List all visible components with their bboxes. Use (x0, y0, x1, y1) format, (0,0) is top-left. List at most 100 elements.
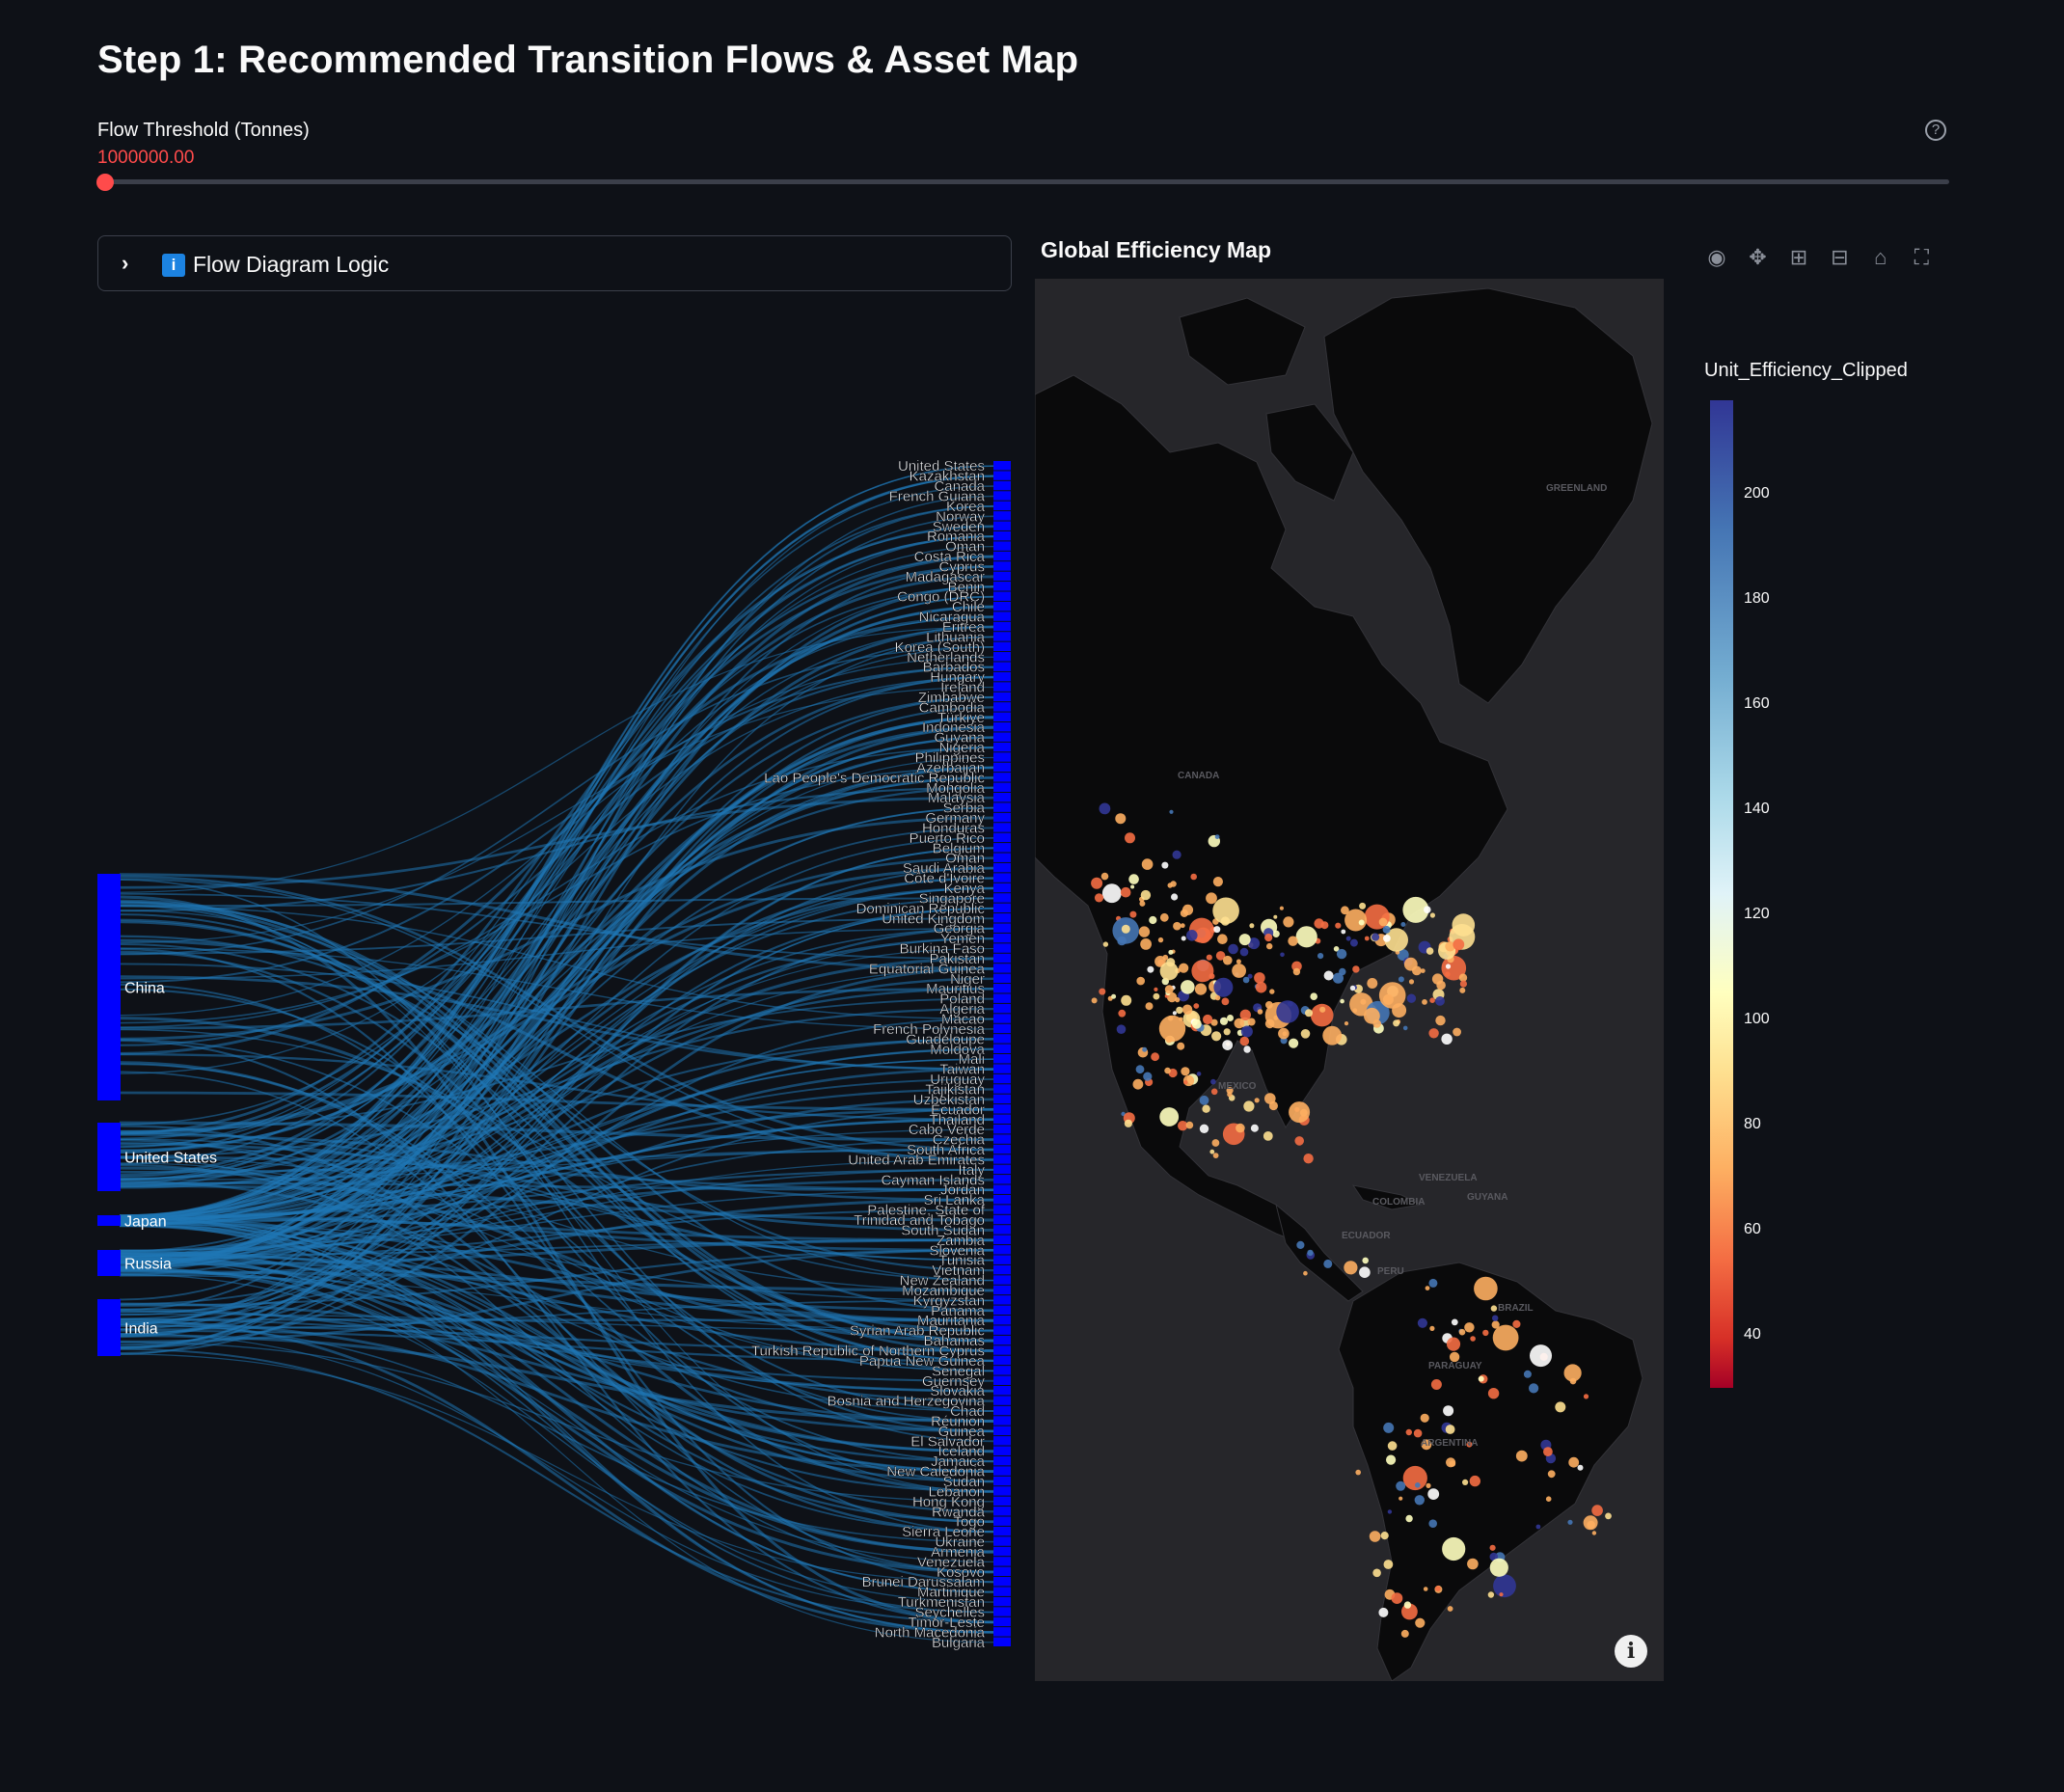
map-point[interactable] (1415, 1482, 1421, 1488)
sankey-target-node[interactable] (993, 521, 1011, 530)
map-point[interactable] (1487, 1591, 1495, 1598)
map-point[interactable] (1121, 994, 1132, 1006)
map-point[interactable] (1512, 1319, 1521, 1328)
map-point[interactable] (1217, 934, 1228, 944)
sankey-target-node[interactable] (993, 501, 1011, 511)
map-point[interactable] (1222, 1040, 1234, 1050)
map-point[interactable] (1303, 1270, 1308, 1276)
map-point[interactable] (1333, 946, 1340, 952)
map-point[interactable] (1171, 893, 1179, 901)
map-point[interactable] (1451, 1318, 1458, 1326)
sankey-source-node[interactable] (97, 1299, 121, 1356)
map-point[interactable] (1568, 1456, 1580, 1468)
sankey-target-node[interactable] (993, 1073, 1011, 1084)
sankey-target-node[interactable] (993, 1104, 1011, 1114)
map-point[interactable] (1288, 936, 1298, 946)
map-point[interactable] (1140, 889, 1152, 901)
sankey-source-node[interactable] (97, 1215, 121, 1226)
map-point[interactable] (1094, 893, 1104, 903)
map-point[interactable] (1157, 937, 1164, 943)
map-point[interactable] (1179, 963, 1189, 973)
map-point[interactable] (1402, 1465, 1427, 1491)
sankey-target-node[interactable] (993, 1054, 1011, 1064)
sankey-target-node[interactable] (993, 1335, 1011, 1345)
sankey-target-node[interactable] (993, 571, 1011, 582)
sankey-target-node[interactable] (993, 1516, 1011, 1526)
sankey-target-node[interactable] (993, 1627, 1011, 1637)
map-point[interactable] (1430, 1379, 1442, 1390)
sankey-target-node[interactable] (993, 1355, 1011, 1366)
sankey-target-node[interactable] (993, 893, 1011, 903)
map-point[interactable] (1577, 1464, 1584, 1471)
sankey-target-node[interactable] (993, 732, 1011, 742)
map-point[interactable] (1296, 1240, 1305, 1249)
map-point[interactable] (1300, 1029, 1311, 1039)
sankey-target-node[interactable] (993, 782, 1011, 792)
map-point[interactable] (1221, 997, 1230, 1006)
map-point[interactable] (1279, 906, 1284, 910)
map-point[interactable] (1492, 1315, 1499, 1321)
map-point[interactable] (1384, 928, 1408, 952)
map-point[interactable] (1323, 970, 1334, 981)
map-point[interactable] (1238, 934, 1251, 946)
map-point[interactable] (1464, 1322, 1475, 1333)
map-point[interactable] (1130, 884, 1135, 889)
map-point[interactable] (1121, 924, 1130, 934)
sankey-target-node[interactable] (993, 1175, 1011, 1184)
map-point[interactable] (1428, 1028, 1439, 1039)
map-point[interactable] (1176, 1006, 1183, 1015)
map-point[interactable] (1181, 1004, 1193, 1015)
sankey-target-node[interactable] (993, 652, 1011, 662)
map-point[interactable] (1482, 1329, 1489, 1337)
map-point[interactable] (1335, 922, 1342, 929)
sankey-target-node[interactable] (993, 1637, 1011, 1646)
map-point[interactable] (1453, 938, 1465, 951)
map-point[interactable] (1445, 1425, 1455, 1434)
map-point[interactable] (1214, 994, 1221, 1001)
map-point[interactable] (1431, 973, 1444, 985)
sankey-target-node[interactable] (993, 1325, 1011, 1335)
map-point[interactable] (1257, 1009, 1263, 1015)
map-point[interactable] (1125, 832, 1135, 844)
map-point[interactable] (1264, 934, 1273, 942)
map-point[interactable] (1429, 997, 1435, 1003)
map-point[interactable] (1452, 913, 1476, 937)
map-point[interactable] (1413, 1428, 1423, 1438)
map-point[interactable] (1383, 1560, 1394, 1569)
map-point[interactable] (1305, 1009, 1313, 1018)
map-point[interactable] (1372, 1019, 1381, 1028)
map-point[interactable] (1392, 1003, 1407, 1018)
sankey-target-node[interactable] (993, 1255, 1011, 1264)
map-point[interactable] (1215, 951, 1226, 961)
map-point[interactable] (1191, 1018, 1202, 1029)
map-point[interactable] (1136, 976, 1145, 986)
map-point[interactable] (1398, 976, 1404, 983)
sankey-target-node[interactable] (993, 601, 1011, 611)
sankey-target-node[interactable] (993, 1466, 1011, 1476)
map-point[interactable] (1352, 1008, 1358, 1013)
map-point[interactable] (1195, 927, 1211, 943)
map-point[interactable] (1232, 964, 1246, 978)
map-point[interactable] (1449, 1460, 1456, 1467)
sankey-target-node[interactable] (993, 1295, 1011, 1305)
sankey-target-node[interactable] (993, 1014, 1011, 1023)
map-point[interactable] (1336, 948, 1347, 960)
sankey-target-node[interactable] (993, 1557, 1011, 1566)
map-point[interactable] (1428, 1278, 1438, 1288)
sankey-target-node[interactable] (993, 993, 1011, 1003)
map-point[interactable] (1181, 1067, 1190, 1076)
map-point[interactable] (1403, 1601, 1412, 1609)
sankey-target-node[interactable] (993, 913, 1011, 923)
global-efficiency-map[interactable]: GREENLAND CANADA MEXICO VENEZUELA GUYANA COLO… (1035, 279, 1664, 1681)
sankey-target-node[interactable] (993, 1003, 1011, 1014)
map-point[interactable] (1194, 983, 1208, 995)
sankey-target-node[interactable] (993, 1134, 1011, 1144)
sankey-target-node[interactable] (993, 662, 1011, 671)
map-point[interactable] (1228, 943, 1238, 955)
sankey-target-node[interactable] (993, 1214, 1011, 1225)
sankey-target-node[interactable] (993, 1023, 1011, 1034)
map-point[interactable] (1422, 999, 1427, 1005)
sankey-target-node[interactable] (993, 1094, 1011, 1104)
map-point[interactable] (1212, 897, 1239, 925)
map-point[interactable] (1203, 1014, 1213, 1025)
